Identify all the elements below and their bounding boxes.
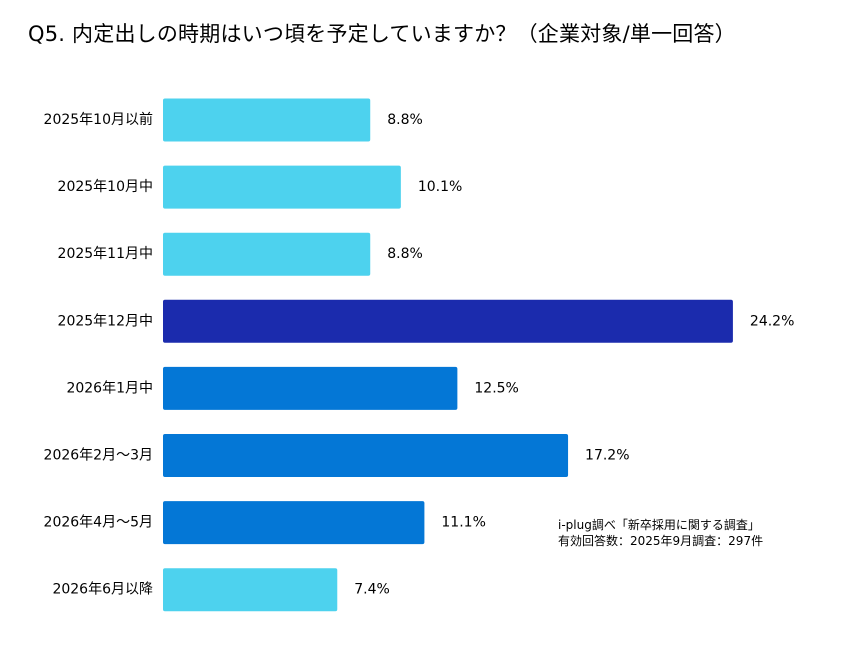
- value-label-3: 8.8%: [387, 246, 423, 262]
- source-note-line1: i-plug調べ「新卒採用に関する調査」: [558, 518, 760, 532]
- value-label-4: 24.2%: [750, 313, 794, 329]
- category-label-5: 2026年1月中: [66, 380, 153, 396]
- bar-5: [163, 366, 458, 410]
- category-label-7: 2026年4月〜5月: [44, 515, 153, 531]
- bar-2: [163, 165, 401, 209]
- bar-1: [163, 98, 371, 142]
- value-label-6: 17.2%: [585, 448, 629, 464]
- category-label-6: 2026年2月〜3月: [44, 448, 153, 464]
- value-label-1: 8.8%: [387, 112, 423, 128]
- bar-7: [163, 501, 425, 545]
- value-label-5: 12.5%: [474, 380, 518, 396]
- category-label-3: 2025年11月中: [58, 246, 153, 262]
- chart-title: Q5. 内定出しの時期はいつ頃を予定していますか？（企業対象/単一回答）: [28, 22, 736, 46]
- bar-3: [163, 232, 371, 276]
- source-note-line2: 有効回答数：2025年9月調査：297件: [558, 534, 764, 548]
- value-label-7: 11.1%: [441, 515, 485, 531]
- category-label-8: 2026年6月以降: [52, 582, 153, 598]
- value-label-2: 10.1%: [418, 179, 462, 195]
- bar-8: [163, 568, 338, 612]
- category-label-2: 2025年10月中: [58, 179, 153, 195]
- bar-6: [163, 434, 569, 477]
- source-note: i-plug調べ「新卒採用に関する調査」 有効回答数：2025年9月調査：297…: [558, 517, 763, 549]
- value-label-8: 7.4%: [354, 582, 390, 598]
- bar-4: [163, 299, 733, 343]
- category-label-1: 2025年10月以前: [44, 111, 153, 128]
- category-label-4: 2025年12月中: [58, 313, 153, 329]
